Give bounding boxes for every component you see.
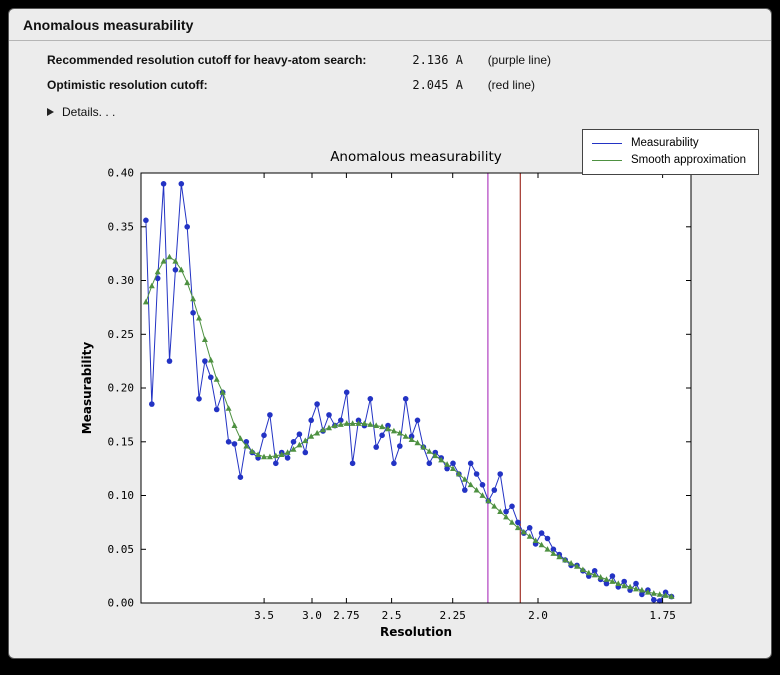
- measurability-chart: 0.00 0.05 0.10 0.15 0.20 0.25 0.30 0.35 0.40 3.5 3…: [80, 149, 692, 639]
- svg-text:3.0: 3.0: [302, 609, 322, 622]
- recommended-cutoff-value: 2.136 A: [412, 53, 463, 67]
- measurability-line-swatch: [591, 143, 622, 144]
- legend-item-smooth-approximation: Smooth approximation: [591, 152, 746, 169]
- recommended-cutoff-label: Recommended resolution cutoff for heavy-…: [47, 53, 367, 67]
- plot-background: [141, 173, 691, 603]
- disclosure-triangle-icon: [47, 108, 54, 116]
- legend-label: Measurability: [630, 137, 699, 149]
- optimistic-cutoff-value: 2.045 A: [412, 78, 463, 92]
- smooth-approximation-line-swatch: [591, 160, 622, 161]
- chart-legend: Measurability Smooth approximation: [581, 129, 759, 175]
- chart-title: Anomalous measurability: [330, 149, 502, 165]
- svg-text:0.25: 0.25: [108, 328, 135, 341]
- svg-text:0.40: 0.40: [108, 167, 135, 180]
- panel-title: Anomalous measurability: [9, 9, 771, 41]
- svg-text:0.15: 0.15: [108, 435, 135, 448]
- anomalous-measurability-panel: Anomalous measurability Recommended reso…: [8, 8, 772, 659]
- chart-ylabel: Measurability: [80, 342, 94, 435]
- svg-text:2.0: 2.0: [528, 609, 548, 622]
- recommended-cutoff-row: Recommended resolution cutoff for heavy-…: [47, 53, 771, 67]
- svg-text:2.5: 2.5: [382, 609, 402, 622]
- optimistic-cutoff-note: (red line): [487, 78, 536, 92]
- cutoff-info: Recommended resolution cutoff for heavy-…: [47, 53, 771, 92]
- svg-text:1.75: 1.75: [649, 609, 676, 622]
- optimistic-cutoff-label: Optimistic resolution cutoff:: [47, 78, 208, 92]
- legend-item-measurability: Measurability: [591, 135, 746, 152]
- svg-text:0.10: 0.10: [108, 489, 135, 502]
- chart-xlabel: Resolution: [380, 625, 452, 639]
- details-label: Details. . .: [62, 105, 116, 119]
- svg-text:0.35: 0.35: [108, 220, 135, 233]
- recommended-cutoff-note: (purple line): [487, 53, 552, 67]
- legend-label: Smooth approximation: [630, 154, 746, 166]
- chart-region: 0.00 0.05 0.10 0.15 0.20 0.25 0.30 0.35 0.40 3.5 3…: [9, 123, 771, 658]
- svg-text:0.30: 0.30: [108, 274, 135, 287]
- svg-text:0.05: 0.05: [108, 543, 135, 556]
- svg-text:0.00: 0.00: [108, 597, 135, 610]
- svg-text:0.20: 0.20: [108, 382, 135, 395]
- svg-text:2.75: 2.75: [333, 609, 360, 622]
- svg-text:2.25: 2.25: [439, 609, 466, 622]
- optimistic-cutoff-row: Optimistic resolution cutoff: 2.045 A (r…: [47, 78, 771, 92]
- svg-text:3.5: 3.5: [254, 609, 274, 622]
- details-expander[interactable]: Details. . .: [47, 105, 771, 119]
